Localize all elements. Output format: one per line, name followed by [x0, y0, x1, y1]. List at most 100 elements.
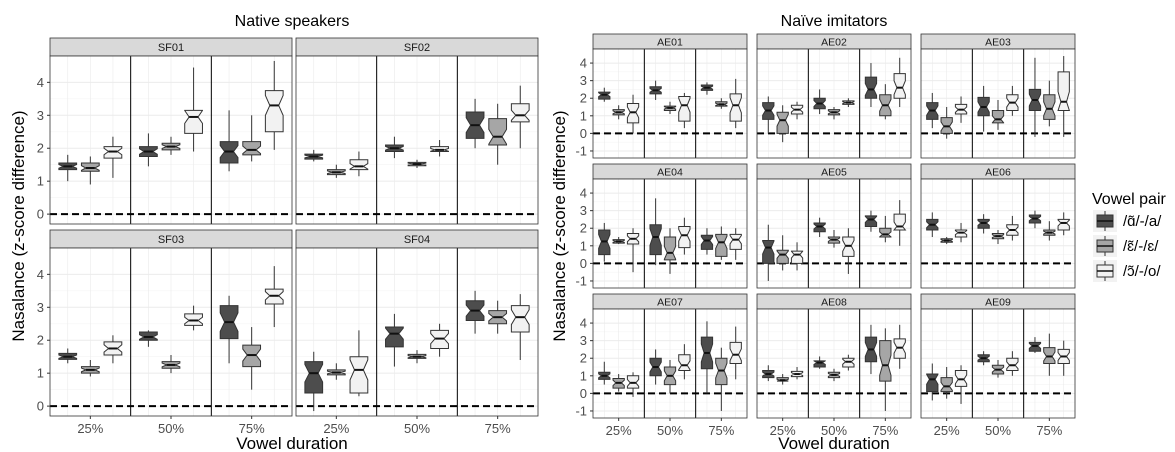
notched-box [184, 109, 203, 134]
box [139, 133, 158, 167]
notched-box [879, 227, 892, 238]
box [954, 222, 968, 243]
box [940, 107, 953, 139]
box [926, 92, 939, 129]
box [326, 164, 346, 178]
notched-box [1057, 218, 1070, 231]
y-tick-label: 3 [580, 73, 587, 88]
y-tick-label: 3 [37, 300, 44, 315]
facet-label: AE05 [821, 166, 847, 178]
box [813, 217, 826, 238]
y-tick-label: 0 [580, 256, 587, 271]
box [304, 149, 324, 162]
y-tick-label: 4 [580, 316, 587, 331]
panel-border [756, 48, 912, 159]
notched-box [663, 236, 677, 261]
legend-key [1093, 235, 1117, 257]
facet-panel: AE04 -1 0 1 2 3 4 [575, 163, 748, 289]
notched-box [715, 233, 728, 257]
box [407, 159, 427, 168]
box [488, 103, 508, 165]
legend-label: /ɑ̃/-/a/ [1123, 213, 1162, 230]
box [326, 363, 346, 380]
y-tick-label: 3 [580, 203, 587, 218]
notched-box [678, 95, 691, 122]
box [879, 84, 892, 120]
notched-box [510, 305, 530, 333]
notched-box [349, 159, 369, 171]
y-tick-label: 2 [37, 333, 44, 348]
notched-box [729, 233, 742, 250]
notched-box [940, 377, 953, 393]
x-tick-label: 50% [821, 423, 847, 438]
box [700, 82, 714, 95]
facet-label: AE06 [985, 166, 1011, 178]
x-tick-label: 25% [770, 423, 796, 438]
box [242, 327, 262, 390]
notched-box [893, 73, 906, 99]
x-tick-label: 50% [404, 421, 430, 436]
box [488, 300, 508, 334]
box [385, 136, 404, 159]
box [349, 330, 369, 397]
box [991, 229, 1005, 245]
notched-box [1043, 94, 1056, 120]
legend: Vowel pair/ɑ̃/-/a/ /ɛ̃/-/ɛ/ /ɔ̃/-/o/ [1092, 191, 1166, 282]
notched-box [700, 234, 714, 250]
box [893, 200, 907, 246]
box [790, 101, 804, 120]
legend-key [1093, 260, 1117, 282]
box [1057, 56, 1071, 137]
notched-box [242, 141, 262, 156]
box [827, 229, 841, 248]
box [813, 356, 826, 369]
x-tick-label: 25% [77, 421, 103, 436]
box [762, 224, 775, 281]
y-tick-label: 4 [580, 186, 587, 201]
facet-label: AE02 [821, 36, 847, 48]
naive-imitators-chart: Naïve imitators Nasalance (z-score differ… [550, 13, 1076, 452]
box [80, 156, 100, 185]
box [729, 78, 742, 129]
notched-box [864, 215, 878, 227]
box [649, 80, 662, 100]
box [864, 63, 878, 108]
panel-border [592, 48, 748, 159]
notched-box [1057, 71, 1071, 112]
legend-label: /ɛ̃/-/ɛ/ [1123, 238, 1159, 255]
box [626, 372, 640, 397]
box [790, 242, 804, 271]
native-speakers-chart: Native speakers Nasalance (z-score differ… [9, 13, 539, 452]
y-tick-label: 3 [37, 108, 44, 123]
y-tick-label: 2 [580, 91, 587, 106]
y-tick-label: 2 [580, 221, 587, 236]
y-tick-label: 1 [580, 238, 587, 253]
box [991, 99, 1005, 130]
panel-border [592, 178, 748, 289]
box [776, 235, 789, 271]
box [715, 98, 728, 109]
y-tick-label: 1 [37, 174, 44, 189]
box [184, 67, 203, 152]
y-axis-label: Nasalance (z-score difference) [9, 110, 28, 341]
facet-panel: AE01 -1 0 1 2 3 4 [575, 33, 748, 159]
box [700, 321, 714, 394]
box [1057, 212, 1070, 236]
box [678, 92, 691, 129]
chart-title: Naïve imitators [781, 13, 888, 30]
notched-box [776, 249, 789, 264]
box [729, 228, 742, 260]
box [776, 374, 789, 385]
facet-panel: SF01 0 1 2 3 4 [37, 37, 293, 225]
box [762, 365, 775, 382]
x-tick-label: 75% [1036, 423, 1062, 438]
facet-label: AE08 [821, 296, 847, 308]
box [598, 87, 611, 102]
box [1028, 210, 1042, 229]
box [893, 57, 906, 108]
legend-key [1093, 210, 1117, 232]
y-tick-label: 4 [580, 56, 587, 71]
box [219, 295, 239, 364]
facet-label: SF02 [404, 42, 430, 54]
box [1006, 85, 1019, 116]
